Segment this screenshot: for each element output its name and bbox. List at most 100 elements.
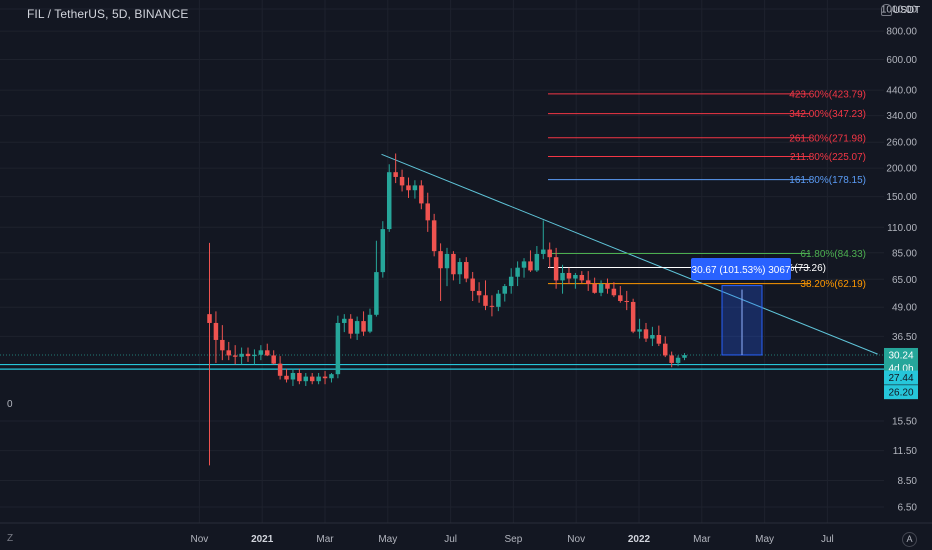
price-tick-label: 150.00 [886, 192, 917, 203]
candle-body [265, 350, 270, 356]
candle-body [637, 329, 642, 332]
time-tick-label: Sep [505, 534, 523, 545]
fib-level-label: 161.80%(178.15) [789, 175, 866, 186]
candle-body [316, 376, 321, 382]
candle-body [348, 318, 353, 334]
candle-body [431, 220, 437, 252]
price-tick-label: 600.00 [886, 55, 917, 66]
candle-body [656, 335, 662, 344]
time-tick-label: Nov [191, 534, 209, 545]
fib-level-label: 342.00%(347.23) [789, 109, 866, 120]
price-tick-label: 36.50 [892, 332, 917, 343]
fib-level-label: 423.60%(423.79) [789, 89, 866, 100]
price-tick-label: 440.00 [886, 86, 917, 97]
fib-level-label: 261.80%(271.98) [789, 133, 866, 144]
measure-callout-label: 30.67 (101.53%) 3067 [692, 265, 791, 276]
candle-body [618, 295, 623, 301]
price-tick-label: 110.00 [887, 223, 917, 234]
fib-level-label: %(73.26) [785, 263, 826, 274]
candle-body [483, 295, 488, 306]
candle-body [650, 335, 655, 339]
price-tick-label: 260.00 [886, 138, 917, 149]
candle-body [566, 272, 572, 279]
candle-body [438, 251, 443, 269]
candle-body [322, 376, 328, 379]
candle-body [342, 318, 347, 323]
candle-body [245, 353, 251, 357]
candle-body [380, 229, 386, 273]
candle-body [515, 267, 520, 277]
alert-bell-icon[interactable] [881, 4, 892, 16]
fib-level-label: 61.80%(84.33) [800, 249, 866, 260]
measure-callout-box [691, 258, 791, 280]
candle-body [258, 350, 264, 355]
candle-body [232, 355, 238, 357]
candle-body [560, 272, 565, 281]
candle-body [419, 185, 424, 204]
zoom-button[interactable]: Z [7, 533, 14, 544]
auto-scale-button[interactable]: A [902, 532, 917, 547]
candle-body [502, 286, 508, 294]
candle-body [592, 283, 597, 293]
candle-body [624, 300, 629, 302]
last-price-badge-bg [884, 347, 918, 362]
candle-body [489, 305, 495, 307]
time-tick-label: Jul [444, 534, 457, 545]
candle-body [309, 376, 315, 382]
currency-label[interactable]: USDT [893, 5, 921, 16]
time-tick-label: Mar [316, 534, 334, 545]
candle-body [444, 253, 450, 269]
level-badge-bg [884, 385, 918, 400]
candle-body [662, 343, 668, 356]
candle-body [329, 374, 334, 379]
candle-body [361, 321, 366, 332]
time-tick-label: May [378, 534, 397, 545]
time-tick-label: Mar [693, 534, 711, 545]
candle-body [226, 350, 232, 356]
candle-body [643, 329, 649, 339]
candle-body [476, 290, 482, 296]
time-tick-label: Nov [567, 534, 585, 545]
candle-body [406, 185, 411, 191]
level-badge: 27.44 [888, 373, 913, 384]
candle-body [630, 301, 636, 332]
candle-body [547, 249, 552, 258]
price-tick-label: 340.00 [886, 111, 917, 122]
price-tick-label: 1000.00 [881, 5, 918, 16]
candle-body [354, 321, 360, 334]
time-axis: Nov 2021 Mar May Jul Sep Nov 2022 Mar May Jul [0, 522, 932, 545]
candle-body [464, 262, 469, 279]
price-axis: 1000.00 800.00 600.00 440.00 340.00 260.00 200… [881, 0, 932, 523]
candle-body [521, 261, 527, 268]
candle-body [585, 280, 591, 284]
candle-body [682, 355, 687, 358]
time-tick-label: May [755, 534, 774, 545]
candle-body [393, 172, 398, 177]
price-axis-panel [884, 0, 932, 523]
price-tick-label: 65.00 [892, 275, 917, 286]
candle-body [611, 288, 617, 296]
candle-body [528, 261, 533, 271]
level-badge-bg [884, 370, 918, 385]
symbol-title[interactable]: FIL / TetherUS, 5D, BINANCE [27, 7, 189, 21]
candle-body [412, 185, 418, 191]
candle-body [277, 363, 283, 376]
candle-body [213, 322, 219, 340]
candle-body [457, 262, 463, 275]
candle-body [374, 272, 379, 315]
candle-body [508, 276, 514, 287]
candle-body [271, 355, 276, 364]
time-tick-label: 2022 [628, 534, 651, 545]
candle-body [605, 283, 610, 289]
candle-body [386, 172, 392, 230]
left-scale-zero: 0 [7, 399, 13, 410]
candle-body [425, 203, 430, 221]
price-tick-label: 8.50 [898, 476, 918, 487]
trend-line [381, 153, 878, 355]
candle-body [335, 322, 341, 375]
candle-body [290, 373, 296, 380]
price-tick-label: 6.50 [898, 503, 918, 514]
last-price-badge: 30.24 [888, 350, 913, 361]
candle-body [669, 355, 674, 363]
